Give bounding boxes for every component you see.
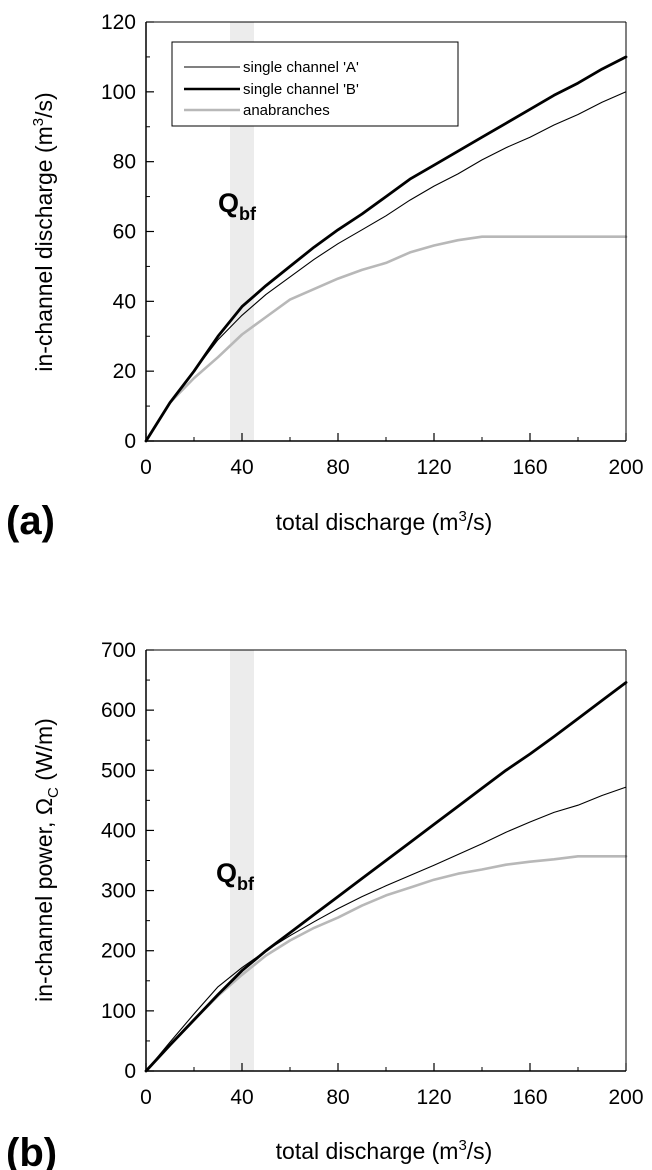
y-axis-title-a: in-channel discharge (m3/s)	[30, 92, 57, 371]
series-line-a-1	[144, 55, 628, 443]
series-line-a-0	[145, 91, 627, 442]
y-tick-label-b-1: 100	[101, 1000, 136, 1023]
y-tick-label-b-3: 300	[101, 880, 136, 903]
y-tick-label-b-2: 200	[101, 940, 136, 963]
qbf-label-b: Qbf	[216, 858, 255, 894]
x-tick-label-b-4: 160	[512, 1086, 547, 1109]
y-tick-label-a-3: 60	[113, 221, 136, 244]
y-tick-label-a-5: 100	[101, 81, 136, 104]
bankfull-band-b	[230, 650, 254, 1071]
x-tick-label-a-0: 0	[140, 456, 152, 479]
x-tick-label-a-2: 80	[326, 456, 349, 479]
y-tick-label-a-6: 120	[101, 11, 136, 34]
qbf-label-a: Qbf	[218, 188, 257, 224]
x-tick-label-a-5: 200	[608, 456, 643, 479]
x-tick-label-b-2: 80	[326, 1086, 349, 1109]
series-line-b-2	[144, 854, 628, 1073]
x-tick-label-b-5: 200	[608, 1086, 643, 1109]
panel-label-a: (a)	[6, 499, 55, 543]
y-tick-label-a-2: 40	[113, 290, 136, 313]
y-tick-label-b-4: 400	[101, 819, 136, 842]
x-tick-label-b-0: 0	[140, 1086, 152, 1109]
y-tick-label-b-7: 700	[101, 639, 136, 662]
y-tick-label-a-4: 80	[113, 151, 136, 174]
y-axis-title-b: in-channel power, ΩC (W/m)	[31, 718, 62, 1002]
legend-label-a: single channel 'A'	[243, 59, 359, 76]
x-tick-label-a-3: 120	[416, 456, 451, 479]
x-axis-title-a: total discharge (m3/s)	[276, 508, 493, 535]
series-line-b-0	[145, 786, 627, 1072]
legend-box	[171, 41, 459, 127]
y-tick-label-a-1: 20	[113, 360, 136, 383]
series-line-b-1	[144, 681, 628, 1073]
x-tick-label-a-4: 160	[512, 456, 547, 479]
x-tick-label-a-1: 40	[230, 456, 253, 479]
series-group-b	[144, 681, 628, 1073]
y-tick-label-b-6: 600	[101, 699, 136, 722]
y-tick-label-b-5: 500	[101, 759, 136, 782]
x-tick-label-b-1: 40	[230, 1086, 253, 1109]
ticks-a: 0 40 80 120 160 200 0 20 40 60 80 100 120	[101, 11, 644, 479]
series-group-a	[144, 55, 628, 443]
y-tick-label-b-0: 0	[124, 1060, 136, 1083]
y-tick-label-a-0: 0	[124, 430, 136, 453]
series-line-a-2	[144, 235, 628, 443]
panel-a: 0 40 80 120 160 200 0 20 40 60 80 100 120 Qbf single…	[6, 11, 644, 543]
panel-b: 0 40 80 120 160 200 0 100 200 300 400 500 600 700 Qbf…	[6, 639, 644, 1170]
x-axis-title-b: total discharge (m3/s)	[276, 1137, 493, 1164]
legend-label-anabranches: anabranches	[243, 102, 330, 119]
x-tick-label-b-3: 120	[416, 1086, 451, 1109]
legend: single channel 'A' single channel 'B' an…	[171, 41, 459, 127]
legend-label-b: single channel 'B'	[243, 81, 359, 98]
ticks-b: 0 40 80 120 160 200 0 100 200 300 400 500 600 700	[101, 639, 644, 1109]
panel-label-b: (b)	[6, 1131, 57, 1170]
